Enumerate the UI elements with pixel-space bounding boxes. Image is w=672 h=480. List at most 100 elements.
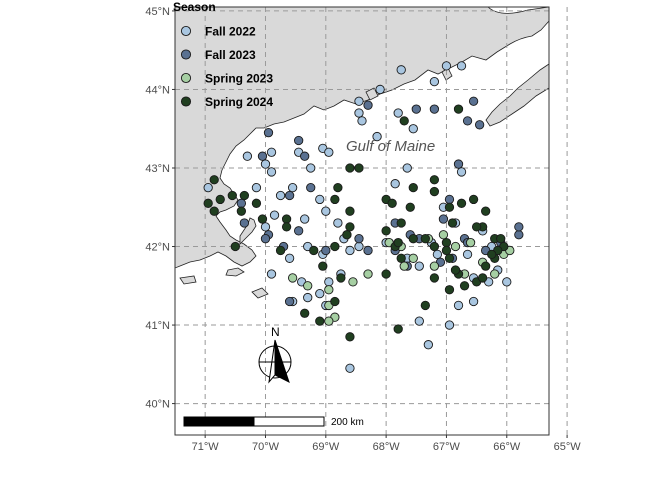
data-point xyxy=(441,237,452,248)
data-point xyxy=(260,222,271,232)
data-point xyxy=(284,190,295,201)
data-point xyxy=(242,151,253,161)
data-point xyxy=(236,206,247,216)
data-point xyxy=(300,214,310,224)
data-point xyxy=(300,308,310,318)
legend: Season Fall 2022 Fall 2023 Spring 2023 Spri… xyxy=(173,0,273,109)
data-point xyxy=(453,104,464,114)
data-point xyxy=(459,281,470,291)
data-point xyxy=(300,151,310,161)
data-point xyxy=(408,124,418,134)
data-point xyxy=(408,253,418,263)
data-point xyxy=(294,135,304,146)
data-point xyxy=(306,163,316,173)
data-point xyxy=(429,104,440,114)
data-point xyxy=(420,300,430,311)
scale-label: 200 km xyxy=(331,417,364,428)
data-point xyxy=(381,226,391,236)
data-point xyxy=(471,222,482,232)
data-point xyxy=(215,194,225,205)
data-point xyxy=(239,218,250,228)
data-point xyxy=(402,163,412,173)
data-point xyxy=(354,163,364,173)
data-point xyxy=(281,222,292,232)
data-point xyxy=(303,292,313,303)
data-point xyxy=(275,190,286,201)
data-point xyxy=(393,237,403,248)
data-point xyxy=(266,269,277,279)
data-point xyxy=(453,300,464,311)
data-point xyxy=(456,61,467,71)
data-point xyxy=(514,222,524,232)
data-point xyxy=(375,84,385,95)
data-point xyxy=(239,190,250,201)
nantucket xyxy=(251,287,269,299)
data-point xyxy=(432,249,443,260)
data-point xyxy=(275,245,286,256)
data-point xyxy=(345,245,355,256)
data-point xyxy=(429,76,440,87)
data-point xyxy=(450,241,461,252)
data-point xyxy=(281,214,292,224)
x-tick-label: 71°W xyxy=(192,441,220,453)
data-point xyxy=(287,182,298,193)
data-point xyxy=(441,61,452,71)
data-point xyxy=(269,210,280,220)
data-point xyxy=(372,131,382,142)
data-point xyxy=(420,234,430,244)
marthas-vineyard xyxy=(225,267,245,277)
data-point xyxy=(396,253,406,263)
data-point xyxy=(444,285,455,295)
y-tick-label: 41°N xyxy=(145,320,170,332)
data-point xyxy=(309,245,319,256)
data-point xyxy=(303,281,313,291)
data-point xyxy=(306,182,316,193)
land-layer xyxy=(175,7,549,299)
data-point xyxy=(514,230,524,240)
data-point xyxy=(408,234,418,244)
data-point xyxy=(438,230,449,240)
north-arrow-right-half xyxy=(274,339,290,383)
data-point xyxy=(315,316,325,326)
legend-label: Spring 2024 xyxy=(205,95,273,109)
data-point xyxy=(284,296,295,307)
data-point xyxy=(411,104,421,114)
legend-label: Fall 2023 xyxy=(205,48,256,62)
data-point xyxy=(453,159,464,169)
scale-bar: 200 km xyxy=(183,416,364,428)
data-point xyxy=(423,340,434,350)
data-point xyxy=(257,214,268,224)
data-point xyxy=(462,249,473,260)
cape-cod xyxy=(239,217,257,245)
legend-title: Season xyxy=(173,0,216,14)
data-point xyxy=(336,273,346,283)
data-point xyxy=(203,198,213,208)
north-label: N xyxy=(271,325,280,339)
data-point xyxy=(408,182,418,193)
data-point xyxy=(444,202,455,212)
data-point xyxy=(324,285,334,295)
scale-bar-white-segment xyxy=(253,416,325,427)
data-point xyxy=(456,167,467,177)
data-point xyxy=(414,316,424,326)
x-tick-label: 68°W xyxy=(373,441,401,453)
panel-border xyxy=(174,6,550,436)
data-point xyxy=(324,147,334,157)
data-point xyxy=(414,261,424,271)
y-tick-label: 40°N xyxy=(145,399,170,411)
data-point xyxy=(354,108,364,118)
data-point xyxy=(465,237,476,248)
series-spring-2024 xyxy=(203,104,509,342)
data-point xyxy=(251,182,262,193)
gulf-of-maine-label: Gulf of Maine xyxy=(346,138,435,155)
x-tick-label: 69°W xyxy=(312,441,340,453)
y-axis: 45°N 44°N 43°N 42°N 41°N 40°N xyxy=(145,6,175,411)
data-point xyxy=(333,218,343,228)
legend-key xyxy=(180,25,192,37)
data-point xyxy=(429,175,440,185)
data-point xyxy=(357,116,367,126)
data-point xyxy=(345,163,355,173)
data-point xyxy=(444,320,455,330)
data-point xyxy=(257,151,268,161)
